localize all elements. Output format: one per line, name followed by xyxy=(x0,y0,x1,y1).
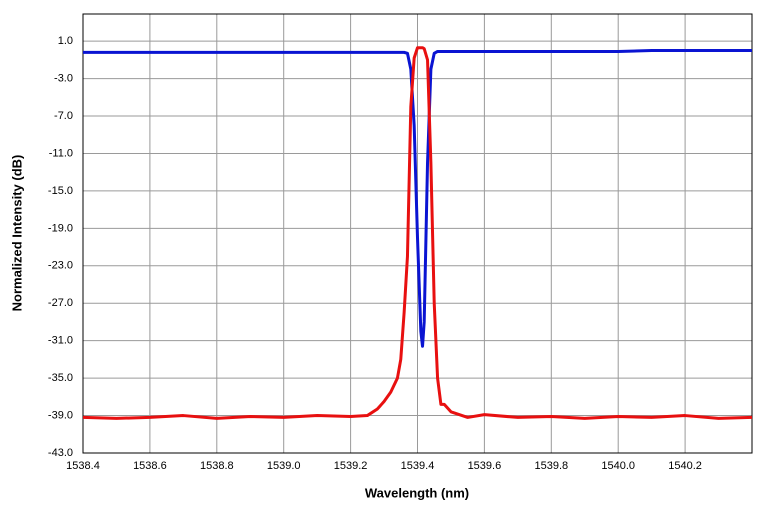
y-tick-label: -11.0 xyxy=(49,147,73,159)
y-tick-label: -19.0 xyxy=(48,222,73,234)
y-tick-label: -3.0 xyxy=(54,72,73,84)
y-tick-label: -23.0 xyxy=(48,260,73,272)
y-tick-label: -15.0 xyxy=(48,185,73,197)
x-tick-label: 1539.8 xyxy=(534,460,568,472)
y-axis-title: Normalized Intensity (dB) xyxy=(9,155,24,312)
x-tick-label: 1539.4 xyxy=(401,460,435,472)
x-tick-label: 1538.8 xyxy=(200,460,234,472)
x-tick-label: 1539.0 xyxy=(267,460,301,472)
x-tick-label: 1539.6 xyxy=(468,460,502,472)
y-tick-label: -35.0 xyxy=(48,372,73,384)
plot-border xyxy=(82,13,753,454)
y-tick-label: 1.0 xyxy=(58,35,73,47)
y-tick-label: -7.0 xyxy=(54,110,73,122)
series-line xyxy=(82,46,753,420)
x-tick-label: 1540.2 xyxy=(668,460,702,472)
y-tick-label: -39.0 xyxy=(48,409,73,421)
series-line xyxy=(83,49,752,348)
y-tick-label: -31.0 xyxy=(48,335,73,347)
x-tick-label: 1538.6 xyxy=(133,460,167,472)
x-axis-title: Wavelength (nm) xyxy=(365,485,469,500)
y-tick-label: -43.0 xyxy=(48,447,73,459)
x-tick-label: 1539.2 xyxy=(334,460,368,472)
x-tick-label: 1538.4 xyxy=(66,460,100,472)
x-tick-label: 1540.0 xyxy=(601,460,635,472)
y-tick-label: -27.0 xyxy=(48,297,73,309)
